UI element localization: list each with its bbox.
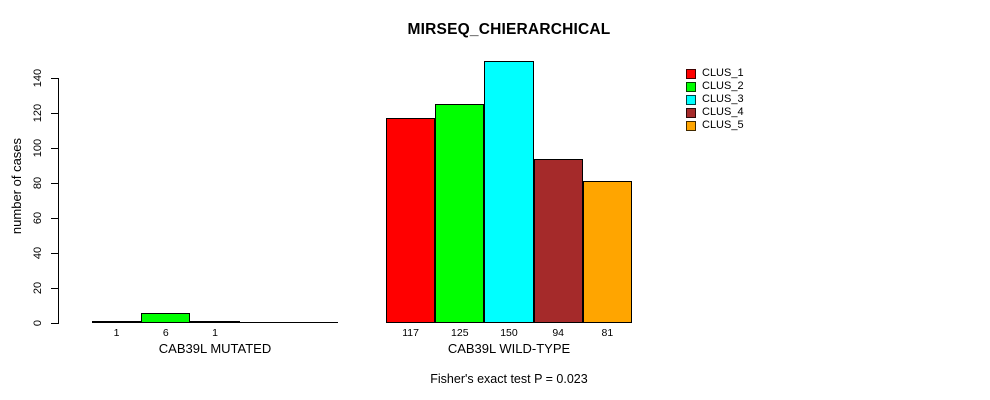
y-tick-label: 20	[31, 281, 44, 295]
bar	[190, 321, 240, 324]
legend-item: CLUS_1	[686, 67, 744, 80]
bar-value-label: 150	[500, 327, 518, 339]
y-axis-line	[58, 78, 59, 324]
bar	[386, 118, 436, 323]
y-tick-mark	[51, 288, 58, 289]
y-tick-label: 60	[31, 211, 44, 225]
legend-item: CLUS_4	[686, 106, 744, 119]
bar-value-label: 1	[113, 327, 120, 339]
bar	[92, 321, 142, 324]
y-tick-mark	[51, 113, 58, 114]
legend-item-label: CLUS_3	[702, 93, 744, 106]
legend-item-label: CLUS_4	[702, 106, 744, 119]
y-tick-label: 100	[31, 138, 44, 158]
legend-color-swatch-icon	[686, 120, 696, 131]
y-tick-label: 0	[31, 319, 44, 327]
y-tick-label: 40	[31, 246, 44, 260]
y-tick-label: 120	[31, 103, 44, 123]
chart-title: MIRSEQ_CHIERARCHICAL	[407, 21, 611, 38]
y-tick-mark	[51, 323, 58, 324]
y-tick-mark	[51, 148, 58, 149]
legend-color-swatch-icon	[686, 81, 696, 92]
y-tick-mark	[51, 183, 58, 184]
y-tick-label: 140	[31, 68, 44, 88]
y-axis-label: number of cases	[9, 137, 24, 235]
bar	[141, 312, 191, 323]
group-label: CAB39L WILD-TYPE	[447, 341, 571, 356]
bar	[484, 60, 534, 323]
legend-item: CLUS_5	[686, 119, 744, 132]
bar-value-label: 117	[402, 327, 419, 339]
legend-item-label: CLUS_5	[702, 119, 744, 132]
bar	[582, 181, 632, 323]
bar-value-label: 94	[552, 327, 565, 339]
group-label: CAB39L MUTATED	[158, 341, 272, 356]
y-tick-mark	[51, 78, 58, 79]
annotation-text: Fisher's exact test P = 0.023	[430, 372, 588, 386]
legend-item-label: CLUS_2	[702, 80, 744, 93]
legend-color-swatch-icon	[686, 94, 696, 105]
y-tick-mark	[51, 218, 58, 219]
legend-color-swatch-icon	[686, 107, 696, 118]
bar-value-label: 125	[451, 327, 469, 339]
bar	[533, 158, 583, 323]
legend-item-label: CLUS_1	[702, 67, 744, 79]
legend-item: CLUS_3	[686, 93, 744, 106]
legend-color-swatch-icon	[686, 68, 696, 79]
bar	[435, 104, 485, 323]
legend-item: CLUS_2	[686, 80, 744, 93]
bar-value-label: 1	[212, 327, 218, 339]
bar-value-label: 81	[601, 327, 614, 339]
y-tick-mark	[51, 253, 58, 254]
y-tick-label: 80	[31, 176, 44, 190]
bar-value-label: 6	[162, 327, 169, 339]
